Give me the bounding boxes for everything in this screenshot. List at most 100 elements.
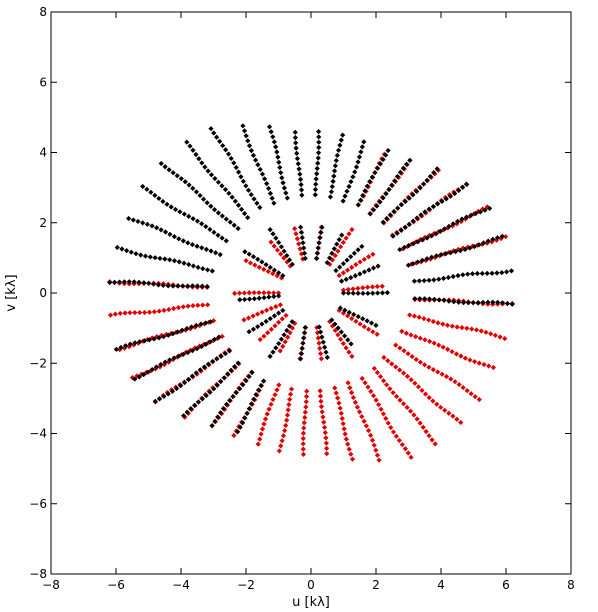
scatter-point-red bbox=[300, 441, 306, 447]
scatter-point-red bbox=[303, 393, 310, 400]
scatter-point-black bbox=[279, 175, 285, 181]
x-tick-label: −4 bbox=[172, 578, 190, 592]
scatter-point-red bbox=[324, 451, 330, 457]
scatter-point-black bbox=[217, 410, 224, 416]
scatter-point-red bbox=[473, 327, 480, 333]
scatter-point-black bbox=[482, 207, 488, 213]
scatter-point-red bbox=[450, 413, 456, 419]
scatter-point-black bbox=[301, 250, 308, 256]
scatter-point-black bbox=[132, 340, 138, 346]
scatter-point-black bbox=[203, 246, 209, 252]
scatter-point-red bbox=[426, 394, 432, 401]
scatter-point-black bbox=[132, 376, 138, 382]
scatter-point-black bbox=[147, 254, 153, 260]
scatter-point-black bbox=[508, 268, 515, 274]
scatter-point-black bbox=[456, 299, 462, 305]
scatter-point-red bbox=[146, 309, 153, 315]
scatter-point-black bbox=[342, 307, 348, 313]
scatter-point-black bbox=[158, 160, 164, 167]
scatter-point-red bbox=[287, 330, 293, 336]
scatter-point-black bbox=[259, 171, 266, 177]
scatter-point-red bbox=[285, 334, 291, 340]
scatter-point-black bbox=[357, 271, 363, 277]
scatter-point-black bbox=[203, 393, 209, 399]
scatter-point-black bbox=[468, 212, 474, 218]
scatter-point-black bbox=[146, 280, 152, 287]
scatter-point-red bbox=[373, 397, 379, 403]
scatter-point-red bbox=[112, 311, 118, 317]
scatter-point-black bbox=[301, 245, 307, 251]
scatter-point-black bbox=[216, 334, 222, 340]
scatter-point-black bbox=[250, 254, 257, 260]
scatter-point-red bbox=[404, 373, 411, 379]
scatter-point-black bbox=[242, 415, 248, 421]
scatter-point-black bbox=[212, 418, 218, 424]
scatter-point-black bbox=[118, 344, 124, 351]
scatter-point-black bbox=[204, 283, 210, 290]
scatter-point-black bbox=[360, 290, 366, 296]
scatter-point-red bbox=[342, 431, 348, 437]
scatter-point-black bbox=[189, 283, 196, 289]
scatter-point-black bbox=[217, 252, 223, 258]
scatter-point-black bbox=[377, 199, 383, 205]
scatter-point-black bbox=[339, 232, 345, 238]
scatter-point-black bbox=[231, 364, 238, 370]
scatter-point-red bbox=[404, 404, 410, 411]
scatter-point-black bbox=[156, 195, 162, 202]
scatter-point-black bbox=[141, 338, 148, 344]
scatter-point-red bbox=[346, 231, 352, 237]
scatter-point-red bbox=[316, 340, 322, 346]
scatter-point-red bbox=[300, 446, 306, 452]
scatter-point-black bbox=[124, 247, 130, 254]
scatter-point-red bbox=[243, 258, 249, 264]
scatter-point-red bbox=[365, 254, 372, 260]
scatter-point-red bbox=[268, 239, 274, 245]
scatter-point-black bbox=[379, 290, 386, 296]
scatter-point-black bbox=[116, 279, 123, 285]
scatter-point-black bbox=[235, 202, 242, 208]
scatter-point-black bbox=[220, 405, 227, 412]
scatter-point-black bbox=[452, 249, 459, 255]
scatter-point-black bbox=[233, 164, 239, 171]
scatter-point-black bbox=[263, 262, 269, 268]
scatter-point-red bbox=[365, 326, 372, 332]
scatter-point-red bbox=[444, 322, 451, 328]
scatter-point-red bbox=[369, 437, 376, 443]
scatter-point-black bbox=[255, 162, 261, 168]
scatter-point-black bbox=[271, 200, 277, 206]
scatter-point-black bbox=[351, 250, 357, 256]
scatter-point-black bbox=[186, 213, 192, 219]
scatter-point-black bbox=[297, 171, 303, 177]
scatter-point-black bbox=[367, 179, 373, 185]
scatter-point-red bbox=[397, 367, 403, 373]
scatter-point-black bbox=[175, 283, 181, 289]
scatter-point-black bbox=[412, 296, 418, 302]
scatter-point-black bbox=[151, 336, 157, 342]
scatter-point-black bbox=[431, 169, 437, 176]
scatter-point-red bbox=[161, 307, 167, 313]
scatter-point-red bbox=[489, 239, 495, 245]
scatter-point-red bbox=[340, 340, 346, 347]
scatter-point-black bbox=[187, 143, 193, 149]
scatter-point-black bbox=[212, 175, 218, 182]
scatter-point-black bbox=[331, 168, 338, 174]
scatter-point-black bbox=[196, 156, 202, 162]
axis-ticks: −8 −6 −4 −2 0 2 4 6 8 −8 −6 −4 −2 0 2 4 6 8 bbox=[29, 5, 575, 592]
scatter-point-black bbox=[391, 178, 398, 184]
scatter-point-red bbox=[468, 391, 474, 397]
scatter-point-red bbox=[373, 447, 379, 453]
scatter-point-black bbox=[165, 332, 171, 338]
scatter-point-black bbox=[391, 208, 397, 215]
scatter-point-red bbox=[381, 354, 387, 361]
scatter-point-red bbox=[156, 308, 162, 314]
scatter-point-black bbox=[361, 269, 368, 275]
scatter-points bbox=[107, 123, 515, 463]
scatter-point-red bbox=[399, 441, 405, 448]
scatter-point-black bbox=[246, 143, 253, 149]
scatter-point-black bbox=[474, 270, 481, 277]
scatter-point-red bbox=[492, 332, 498, 339]
scatter-point-black bbox=[223, 401, 230, 407]
scatter-point-red bbox=[378, 406, 384, 412]
scatter-point-red bbox=[400, 370, 407, 376]
scatter-point-black bbox=[273, 144, 279, 150]
